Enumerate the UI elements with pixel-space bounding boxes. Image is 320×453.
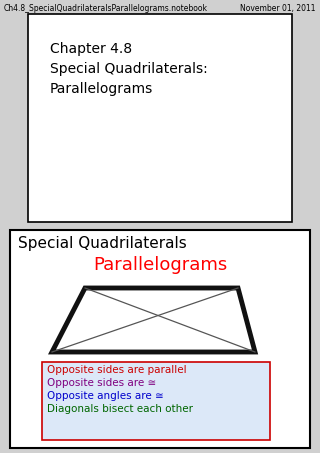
Text: Special Quadrilaterals:: Special Quadrilaterals: bbox=[50, 62, 208, 76]
Text: November 01, 2011: November 01, 2011 bbox=[241, 4, 316, 13]
FancyBboxPatch shape bbox=[10, 230, 310, 448]
Text: Opposite sides are parallel: Opposite sides are parallel bbox=[47, 365, 187, 375]
Text: Parallelograms: Parallelograms bbox=[93, 256, 227, 274]
FancyBboxPatch shape bbox=[42, 362, 270, 440]
Text: Opposite angles are ≅: Opposite angles are ≅ bbox=[47, 391, 164, 401]
Text: Opposite sides are ≅: Opposite sides are ≅ bbox=[47, 378, 156, 388]
Text: Parallelograms: Parallelograms bbox=[50, 82, 153, 96]
Text: Special Quadrilaterals: Special Quadrilaterals bbox=[18, 236, 187, 251]
Text: Chapter 4.8: Chapter 4.8 bbox=[50, 42, 132, 56]
FancyBboxPatch shape bbox=[28, 14, 292, 222]
Text: Diagonals bisect each other: Diagonals bisect each other bbox=[47, 404, 193, 414]
Polygon shape bbox=[52, 288, 255, 352]
Text: Ch4.8_SpecialQuadrilateralsParallelograms.notebook: Ch4.8_SpecialQuadrilateralsParallelogram… bbox=[4, 4, 208, 13]
